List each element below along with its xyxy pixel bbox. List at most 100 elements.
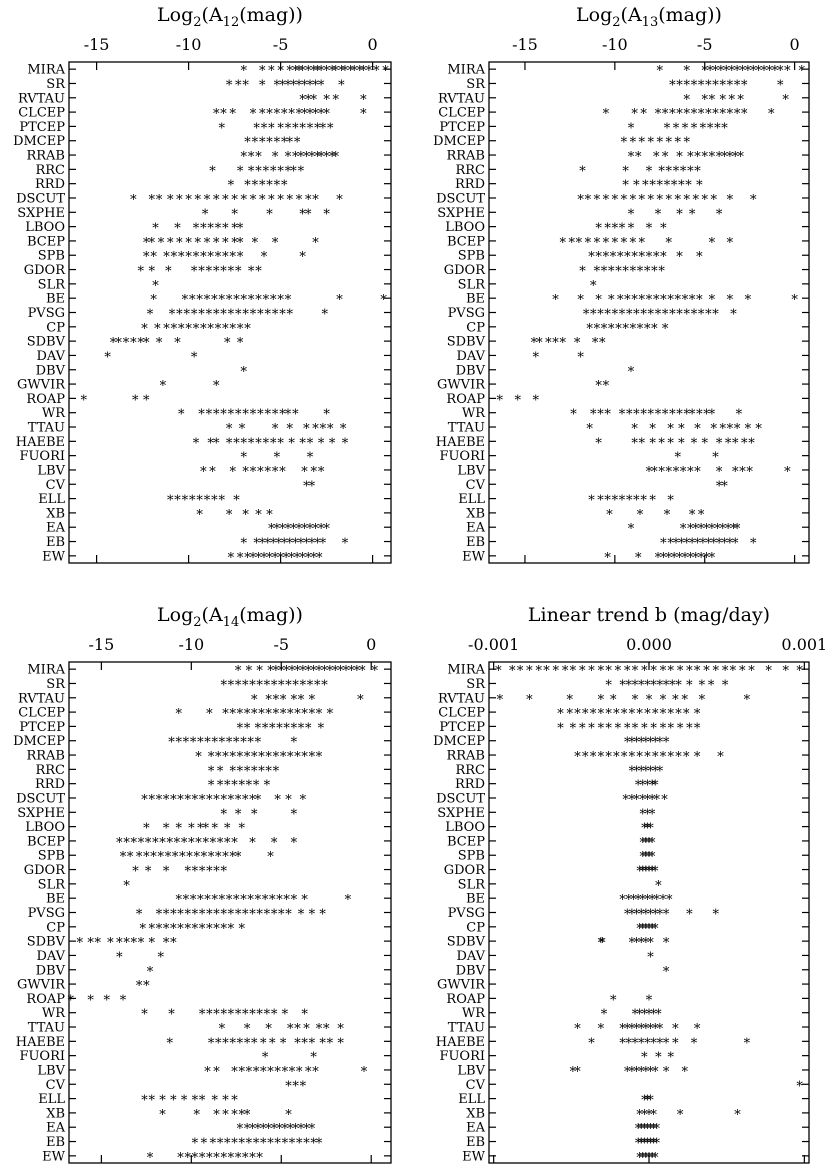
data-point: * [235, 850, 242, 865]
data-point: * [258, 750, 265, 765]
data-point: * [314, 121, 321, 136]
data-point: * [745, 422, 752, 437]
data-point: * [727, 293, 734, 308]
data-point: * [136, 908, 143, 923]
data-point: * [675, 451, 682, 466]
data-point: * [296, 1137, 303, 1152]
data-point: * [641, 1051, 648, 1066]
category-label: CP [46, 320, 65, 335]
data-point: * [201, 1137, 208, 1152]
data-point: * [220, 1008, 227, 1023]
data-point: * [709, 522, 716, 537]
data-point: * [132, 865, 139, 880]
data-point: * [535, 664, 542, 679]
data-point: * [256, 1008, 263, 1023]
data-point: * [745, 293, 752, 308]
data-point: * [647, 764, 654, 779]
data-point: * [366, 64, 373, 79]
data-point: * [208, 764, 215, 779]
data-point: * [141, 1008, 148, 1023]
data-point: * [296, 193, 303, 208]
data-point: * [231, 193, 238, 208]
data-point: * [219, 1022, 226, 1037]
data-point: * [687, 551, 694, 566]
data-point: * [260, 1036, 267, 1051]
category-label: RRC [455, 763, 485, 778]
data-point: * [271, 678, 278, 693]
data-point: * [289, 1065, 296, 1080]
data-point: * [796, 1079, 803, 1094]
data-point: * [629, 793, 636, 808]
data-point: * [689, 207, 696, 222]
data-point: * [639, 236, 646, 251]
data-point: * [667, 537, 674, 552]
data-point: * [638, 678, 645, 693]
data-point: * [208, 850, 215, 865]
data-point: * [613, 750, 620, 765]
data-point: * [696, 250, 703, 265]
category-label: ROAP [26, 392, 65, 407]
data-point: * [621, 136, 628, 151]
data-point: * [676, 78, 683, 93]
data-point: * [285, 678, 292, 693]
category-label: BE [46, 292, 65, 307]
data-point: * [582, 707, 589, 722]
data-point: * [264, 465, 271, 480]
data-point: * [299, 250, 306, 265]
category-label: DSCUT [16, 191, 65, 206]
data-point: * [270, 293, 277, 308]
data-point: * [192, 1094, 199, 1109]
data-point: * [669, 308, 676, 323]
data-point: * [748, 664, 755, 679]
data-point: * [320, 537, 327, 552]
data-point: * [218, 293, 225, 308]
data-point: * [237, 707, 244, 722]
data-point: * [736, 408, 743, 423]
data-point: * [285, 1108, 292, 1123]
data-point: * [107, 936, 114, 951]
data-point: * [660, 893, 667, 908]
data-point: * [182, 293, 189, 308]
data-point: * [247, 736, 254, 751]
data-point: * [705, 107, 712, 122]
category-label: FUORI [439, 1049, 485, 1064]
data-point: * [131, 836, 138, 851]
data-point: * [649, 893, 656, 908]
data-point: * [290, 522, 297, 537]
data-point: * [217, 1137, 224, 1152]
data-point: * [635, 1137, 642, 1152]
data-point: * [256, 678, 263, 693]
data-point: * [671, 551, 678, 566]
data-point: * [228, 678, 235, 693]
category-label: RVTAU [18, 691, 65, 706]
category-label: BE [466, 292, 485, 307]
data-point: * [677, 721, 684, 736]
data-point: * [739, 465, 746, 480]
data-point: * [612, 308, 619, 323]
category-label: LBOO [25, 220, 65, 235]
data-point: * [654, 1122, 661, 1137]
data-point: * [299, 551, 306, 566]
data-point: * [249, 678, 256, 693]
data-point: * [652, 707, 659, 722]
data-point: * [648, 308, 655, 323]
data-point: * [182, 494, 189, 509]
data-point: * [259, 78, 266, 93]
data-point: * [215, 322, 222, 337]
data-point: * [719, 93, 726, 108]
data-point: * [249, 836, 256, 851]
data-point: * [701, 93, 708, 108]
data-point: * [644, 1137, 651, 1152]
category-label: RRAB [26, 749, 65, 764]
category-label: SLR [458, 877, 487, 892]
data-point: * [136, 979, 143, 994]
data-point: * [694, 1022, 701, 1037]
data-point: * [643, 764, 650, 779]
chart-title-part: (mag)) [239, 4, 303, 26]
data-point: * [312, 107, 319, 122]
data-point: * [700, 121, 707, 136]
data-point: * [622, 265, 629, 280]
data-point: * [329, 436, 336, 451]
data-point: * [663, 736, 670, 751]
